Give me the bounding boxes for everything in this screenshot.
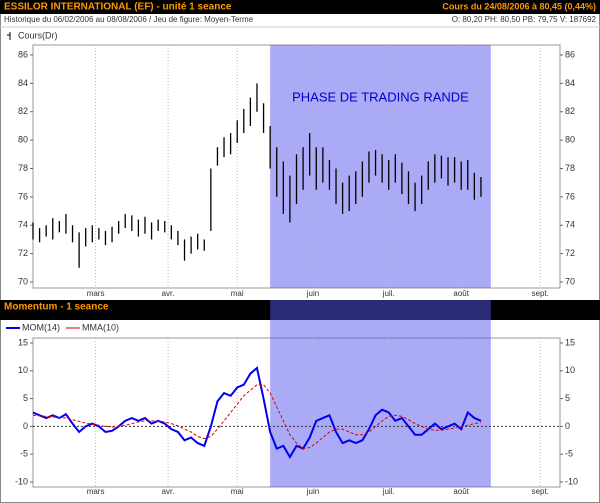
x-tick-label: avr. — [162, 289, 175, 298]
title: ESSILOR INTERNATIONAL (EF) - unité 1 sea… — [4, 2, 232, 13]
x-tick-label: juil. — [382, 487, 395, 496]
y-tick-label: 0 — [23, 421, 28, 431]
x-tick-label: mai — [231, 289, 244, 298]
y-tick-label: 15 — [565, 337, 575, 347]
y-tick-label: 82 — [565, 106, 575, 116]
y-tick-label: 80 — [18, 135, 28, 145]
x-tick-label: sept. — [532, 289, 549, 298]
y-tick-label: 70 — [565, 276, 575, 286]
y-tick-label: 76 — [18, 191, 28, 201]
y-tick-label: 5 — [23, 393, 28, 403]
y-tick-label: -10 — [565, 476, 578, 486]
y-tick-label: 72 — [18, 248, 28, 258]
price: Cours du 24/08/2006 à 80,45 (0,44%) — [442, 1, 596, 11]
y-tick-label: -5 — [565, 449, 573, 459]
quote: O: 80,20 PH: 80,50 PB: 79,75 V: 187692 — [452, 15, 597, 24]
y-tick-label: 74 — [18, 220, 28, 230]
x-tick-label: août — [453, 289, 469, 298]
legend-label: Cours(Dr) — [18, 30, 58, 40]
y-tick-label: 74 — [565, 220, 575, 230]
y-tick-label: 76 — [565, 191, 575, 201]
y-tick-label: 86 — [18, 49, 28, 59]
y-tick-label: 15 — [18, 337, 28, 347]
y-tick-label: 78 — [18, 163, 28, 173]
x-tick-label: mars — [87, 487, 105, 496]
x-tick-label: août — [453, 487, 469, 496]
y-tick-label: 70 — [18, 276, 28, 286]
y-tick-label: 72 — [565, 248, 575, 258]
y-tick-label: 5 — [565, 393, 570, 403]
series-line — [32, 366, 482, 459]
y-tick-label: -10 — [15, 476, 28, 486]
highlight — [270, 300, 491, 487]
y-tick-label: -5 — [20, 449, 28, 459]
history: Historique du 06/02/2006 au 08/08/2006 /… — [4, 15, 254, 24]
x-tick-label: juin — [306, 289, 319, 298]
annotation: PHASE DE TRADING RANDE — [292, 89, 469, 104]
y-tick-label: 80 — [565, 135, 575, 145]
x-tick-label: mai — [231, 487, 244, 496]
x-tick-label: mars — [87, 289, 105, 298]
x-tick-label: avr. — [162, 487, 175, 496]
x-tick-label: juil. — [382, 289, 395, 298]
y-tick-label: 10 — [565, 365, 575, 375]
y-tick-label: 84 — [565, 78, 575, 88]
panel-title: Momentum - 1 seance — [4, 302, 109, 313]
y-tick-label: 78 — [565, 163, 575, 173]
y-tick-label: 10 — [18, 365, 28, 375]
title-bar — [0, 0, 600, 14]
x-tick-label: juin — [306, 487, 319, 496]
x-tick-label: sept. — [532, 487, 549, 496]
y-tick-label: 84 — [18, 78, 28, 88]
legend-label: MOM(14) — [22, 322, 60, 332]
y-tick-label: 86 — [565, 49, 575, 59]
y-tick-label: 0 — [565, 421, 570, 431]
series-line — [32, 384, 482, 450]
legend-label: MMA(10) — [82, 322, 119, 332]
y-tick-label: 82 — [18, 106, 28, 116]
